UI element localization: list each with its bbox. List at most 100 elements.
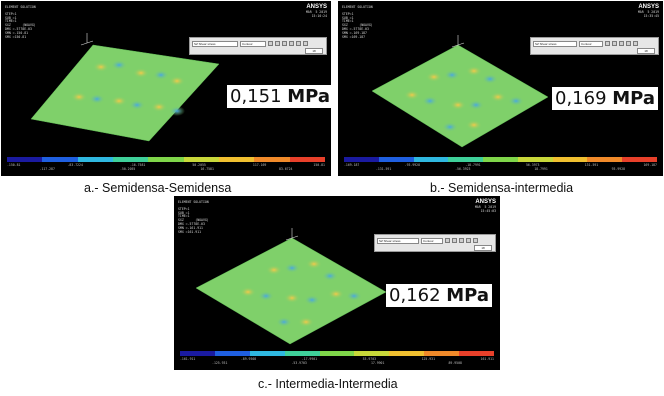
toolbar-button[interactable] (633, 41, 638, 46)
legend-swatch (249, 351, 285, 356)
legend-label: 150.81 (313, 163, 325, 167)
toolbar-button[interactable] (303, 41, 308, 46)
legend-swatch (389, 351, 425, 356)
legend-labels-top: -169.187 -93.9928 -18.7991 56.3973 131.5… (344, 163, 657, 167)
legend-label: 56.3973 (526, 163, 540, 167)
stress-contour-plot (30, 33, 220, 142)
hot-spots (404, 66, 506, 130)
legend-swatch (218, 157, 255, 162)
max-stress-label: 0,162 MPa (386, 284, 493, 307)
legend-label: -150.81 (7, 163, 21, 167)
legend-swatch (344, 157, 379, 162)
legend-labels-bottom: -131.591 -56.3923 18.7991 93.9928 (344, 167, 657, 171)
stress-contour-plot (371, 35, 549, 148)
legend-swatch (587, 157, 623, 162)
toolbar-button[interactable] (445, 238, 450, 243)
legend-swatch (42, 157, 78, 162)
result-select[interactable]: SZ Shear stress (533, 40, 577, 47)
max-stress-label: 0,169 MPa (552, 87, 659, 110)
legend-swatch (483, 157, 518, 162)
result-select[interactable]: SZ Shear stress (192, 40, 238, 47)
result-select[interactable]: SZ Shear stress (377, 237, 419, 244)
legend-swatch (517, 157, 553, 162)
legend-label: -56.3923 (455, 167, 471, 171)
legend-label: -50.2055 (120, 167, 136, 171)
solution-header: ELEMENT SOLUTION STEP=1 SUB =1 TIME=1 SX… (178, 200, 209, 226)
legend-swatch (77, 157, 113, 162)
caption-a: a.- Semidensa-Semidensa (84, 181, 232, 195)
legend-swatch (112, 157, 149, 162)
cold-spots (89, 60, 185, 116)
max-stress-value: 0,151 (230, 86, 282, 107)
toolbar-button[interactable] (452, 238, 457, 243)
ansys-logo: ANSYS (638, 4, 659, 10)
toolbar-button[interactable] (275, 41, 280, 46)
color-legend: -161.911 -89.9508 -17.9901 53.9703 125.9… (180, 351, 495, 365)
toolbar-button[interactable] (626, 41, 631, 46)
toolbar-button[interactable] (296, 41, 301, 46)
legend-label: 131.591 (584, 163, 599, 167)
legend-swatch (354, 351, 390, 356)
toolbar-button[interactable] (282, 41, 287, 46)
solution-header: ELEMENT SOLUTION STEP=1 SUB =1 TIME=1 SX… (342, 5, 373, 31)
frame-spinner[interactable]: 18 (474, 245, 492, 251)
stress-unit: MPa (287, 86, 331, 107)
toolbar-button[interactable] (605, 41, 610, 46)
legend-bar (344, 157, 658, 162)
legend-swatch (459, 351, 495, 356)
legend-label: -169.187 (344, 163, 360, 167)
ansys-viewport-c[interactable]: ELEMENT SOLUTION STEP=1 SUB =1 TIME=1 SX… (174, 196, 500, 370)
toolbar-button[interactable] (619, 41, 624, 46)
legend-swatch (319, 351, 355, 356)
display-select[interactable]: Contour (421, 237, 443, 244)
stress-unit: MPa (446, 285, 490, 306)
toolbar-button[interactable] (473, 238, 478, 243)
legend-label: -117.287 (39, 167, 55, 171)
display-select[interactable]: Contour (579, 40, 603, 47)
stress-contour-plot (195, 228, 387, 345)
legend-labels-top: -161.911 -89.9508 -17.9901 53.9703 125.9… (180, 357, 494, 361)
legend-label: 17.9901 (370, 361, 385, 365)
toolbar-button[interactable] (268, 41, 273, 46)
toolbar-button[interactable] (612, 41, 617, 46)
legend-swatch (552, 157, 588, 162)
contour-toolbar[interactable]: SZ Shear stress Contour 18 (530, 37, 659, 55)
legend-swatch (289, 157, 325, 162)
solution-header: ELEMENT SOLUTION STEP=1 SUB =1 TIME=1 SX… (5, 5, 36, 31)
max-stress-value: 0,169 (555, 88, 607, 109)
caption-b: b.- Semidensa-intermedia (430, 181, 574, 195)
legend-label: 169.187 (643, 163, 657, 167)
legend-swatch (214, 351, 250, 356)
plate-mesh (30, 44, 220, 142)
legend-labels-top: -150.81 -83.7224 -16.7581 50.2055 117.16… (7, 163, 325, 167)
legend-swatch (448, 157, 484, 162)
ansys-viewport-b[interactable]: ELEMENT SOLUTION STEP=1 SUB =1 TIME=1 SX… (338, 1, 663, 176)
legend-label: 161.911 (480, 357, 494, 361)
solution-minmax: SMN =-161.911 SMX =161.911 (178, 226, 203, 234)
legend-swatch (7, 157, 43, 162)
toolbar-button[interactable] (466, 238, 471, 243)
legend-label: -83.7224 (67, 163, 83, 167)
legend-label: -125.931 (212, 361, 228, 365)
display-select[interactable]: Contour (240, 40, 266, 47)
legend-swatch (180, 351, 215, 356)
toolbar-button[interactable] (289, 41, 294, 46)
date-time: MAR 5 2019 15:35:45 (637, 10, 659, 18)
plate-mesh (195, 237, 387, 345)
frame-spinner[interactable]: 18 (305, 48, 323, 54)
legend-label: 89.9508 (448, 361, 462, 365)
legend-label: -93.9928 (404, 163, 421, 167)
legend-label: -89.9508 (240, 357, 257, 361)
legend-bar (180, 351, 495, 356)
legend-label: -131.591 (375, 167, 392, 171)
ansys-viewport-a[interactable]: ELEMENT SOLUTION STEP=1 SUB =1 TIME=1 SX… (1, 1, 331, 176)
legend-bar (7, 157, 325, 162)
legend-swatch (284, 351, 320, 356)
frame-spinner[interactable]: 18 (637, 48, 655, 54)
legend-label: -18.7991 (465, 163, 481, 167)
contour-toolbar[interactable]: SZ Shear stress Contour 18 (189, 37, 327, 55)
cold-spots (422, 70, 524, 132)
contour-toolbar[interactable]: SZ Shear stress Contour 18 (374, 234, 496, 252)
toolbar-button[interactable] (459, 238, 464, 243)
caption-c: c.- Intermedia-Intermedia (258, 377, 398, 391)
